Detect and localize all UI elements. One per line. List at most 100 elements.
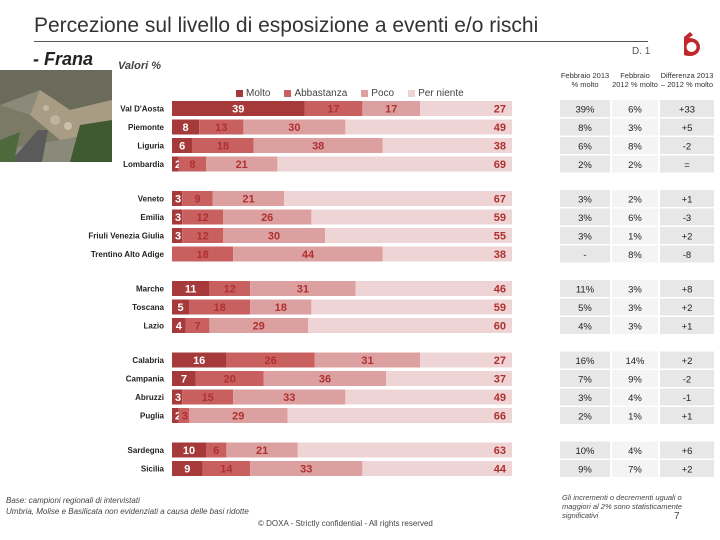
table-cell-bg-liguria-2 bbox=[660, 137, 714, 154]
bar-label-calabria-abbastanza: 26 bbox=[264, 355, 276, 367]
bar-marche-per-niente bbox=[355, 281, 512, 296]
bar-friuli-venezia-giulia-per-niente bbox=[325, 228, 512, 243]
bar-sicilia-poco bbox=[250, 461, 363, 476]
table-cell-bg-marche-1 bbox=[612, 280, 658, 297]
bar-campania-abbastanza bbox=[195, 371, 264, 386]
table-cell-bg-sardegna-2 bbox=[660, 441, 714, 459]
table-cell-bg-campania-0 bbox=[560, 370, 610, 387]
table-cell-lazio-2012: 3% bbox=[628, 322, 642, 333]
table-cell-bg-emilia-0 bbox=[560, 208, 610, 226]
region-label-liguria: Liguria bbox=[137, 142, 164, 151]
table-cell-emilia-2012: 6% bbox=[628, 213, 642, 224]
bar-label-lazio-per-niente: 60 bbox=[494, 321, 506, 333]
table-cell-campania-2013: 7% bbox=[578, 375, 592, 386]
table-header-difference: Differenza 2013 – 2012 % molto bbox=[660, 71, 714, 89]
bar-label-lombardia-molto: 2 bbox=[175, 159, 181, 171]
region-label-sardegna: Sardegna bbox=[128, 446, 165, 455]
table-cell-bg-marche-0 bbox=[560, 280, 610, 297]
table-cell-trentino-alto-adige-2013: - bbox=[583, 250, 586, 261]
table-cell-bg-toscana-2 bbox=[660, 298, 714, 316]
chart-legend: Molto Abbastanza Poco Per niente bbox=[236, 88, 464, 99]
table-cell-emilia-diff: -3 bbox=[683, 213, 691, 224]
page-number: 7 bbox=[674, 511, 680, 522]
bar-label-trentino-alto-adige-abbastanza: 18 bbox=[196, 249, 208, 261]
bar-puglia-abbastanza bbox=[178, 408, 189, 423]
bar-label-campania-poco: 36 bbox=[319, 374, 331, 386]
bar-trentino-alto-adige-per-niente bbox=[382, 246, 512, 262]
bar-label-toscana-poco: 18 bbox=[275, 302, 287, 314]
bar-abruzzi-abbastanza bbox=[182, 389, 234, 405]
legend-swatch-poco bbox=[361, 90, 369, 97]
bar-label-sicilia-poco: 33 bbox=[300, 464, 312, 476]
table-cell-toscana-2012: 3% bbox=[628, 303, 642, 314]
table-cell-veneto-diff: +1 bbox=[682, 195, 693, 206]
table-header-2012: Febbraio 2012 % molto bbox=[612, 71, 658, 89]
legend-item-poco: Poco bbox=[361, 88, 394, 99]
bar-veneto-poco bbox=[212, 191, 285, 206]
legend-swatch-per-niente bbox=[408, 90, 416, 97]
legend-item-molto: Molto bbox=[236, 88, 270, 99]
table-cell-campania-diff: -2 bbox=[683, 375, 691, 386]
bar-label-puglia-molto: 2 bbox=[175, 411, 181, 423]
bar-label-val-d-aosta-poco: 17 bbox=[385, 104, 397, 116]
bar-label-lazio-abbastanza: 7 bbox=[194, 321, 200, 333]
bar-label-val-d-aosta-abbastanza: 17 bbox=[327, 104, 339, 116]
bar-emilia-molto bbox=[172, 209, 183, 225]
table-cell-bg-sicilia-2 bbox=[660, 460, 714, 477]
table-cell-bg-lazio-0 bbox=[560, 317, 610, 334]
bar-label-marche-per-niente: 46 bbox=[494, 284, 506, 296]
table-cell-sicilia-2013: 9% bbox=[578, 465, 592, 476]
bar-lazio-molto bbox=[172, 318, 186, 333]
table-cell-bg-campania-1 bbox=[612, 370, 658, 387]
table-cell-val-d-aosta-2013: 39% bbox=[575, 105, 595, 116]
bar-label-friuli-venezia-giulia-poco: 30 bbox=[268, 231, 280, 243]
table-cell-bg-emilia-1 bbox=[612, 208, 658, 226]
region-label-piemonte: Piemonte bbox=[128, 123, 165, 132]
bar-marche-poco bbox=[250, 281, 356, 296]
bar-lombardia-molto bbox=[172, 156, 179, 172]
bar-puglia-molto bbox=[172, 408, 179, 423]
table-cell-liguria-diff: -2 bbox=[683, 142, 691, 153]
bar-marche-abbastanza bbox=[209, 281, 251, 296]
table-cell-bg-val-d-aosta-0 bbox=[560, 100, 610, 117]
bar-val-d-aosta-molto bbox=[172, 101, 305, 116]
bar-label-val-d-aosta-per-niente: 27 bbox=[494, 104, 506, 116]
bar-label-lazio-molto: 4 bbox=[176, 321, 183, 333]
bar-label-sicilia-abbastanza: 14 bbox=[220, 464, 233, 476]
bar-abruzzi-poco bbox=[233, 389, 346, 405]
table-cell-bg-abruzzi-0 bbox=[560, 388, 610, 406]
region-label-friuli-venezia-giulia: Friuli Venezia Giulia bbox=[88, 232, 164, 241]
region-label-lazio: Lazio bbox=[144, 322, 165, 331]
table-cell-bg-trentino-alto-adige-2 bbox=[660, 245, 714, 263]
bar-liguria-abbastanza bbox=[192, 138, 254, 153]
table-cell-bg-toscana-0 bbox=[560, 298, 610, 316]
table-cell-bg-abruzzi-2 bbox=[660, 388, 714, 406]
table-cell-sardegna-2012: 4% bbox=[628, 446, 642, 457]
table-cell-puglia-2013: 2% bbox=[578, 412, 592, 423]
table-cell-emilia-2013: 3% bbox=[578, 213, 592, 224]
bar-toscana-per-niente bbox=[311, 299, 512, 315]
region-label-emilia: Emilia bbox=[140, 213, 164, 222]
bar-label-calabria-molto: 16 bbox=[193, 355, 205, 367]
table-cell-bg-val-d-aosta-1 bbox=[612, 100, 658, 117]
doxa-logo-icon bbox=[676, 30, 704, 58]
bar-label-abruzzi-poco: 33 bbox=[283, 392, 295, 404]
table-cell-bg-piemonte-0 bbox=[560, 118, 610, 136]
region-label-puglia: Puglia bbox=[140, 412, 165, 421]
table-cell-bg-puglia-2 bbox=[660, 407, 714, 424]
table-cell-bg-abruzzi-1 bbox=[612, 388, 658, 406]
bar-piemonte-per-niente bbox=[345, 119, 512, 135]
table-cell-sicilia-2012: 7% bbox=[628, 465, 642, 476]
bar-label-campania-per-niente: 37 bbox=[494, 374, 506, 386]
bar-label-friuli-venezia-giulia-molto: 3 bbox=[175, 231, 181, 243]
region-label-campania: Campania bbox=[126, 375, 165, 384]
bar-sicilia-abbastanza bbox=[202, 461, 251, 476]
bar-veneto-molto bbox=[172, 191, 183, 206]
table-cell-lombardia-2012: 2% bbox=[628, 160, 642, 171]
bar-label-sicilia-molto: 9 bbox=[184, 464, 190, 476]
region-label-sicilia: Sicilia bbox=[141, 465, 165, 474]
bar-label-lombardia-abbastanza: 8 bbox=[189, 159, 195, 171]
bar-toscana-abbastanza bbox=[189, 299, 251, 315]
table-cell-sicilia-diff: +2 bbox=[682, 465, 693, 476]
bar-label-campania-abbastanza: 20 bbox=[224, 374, 236, 386]
